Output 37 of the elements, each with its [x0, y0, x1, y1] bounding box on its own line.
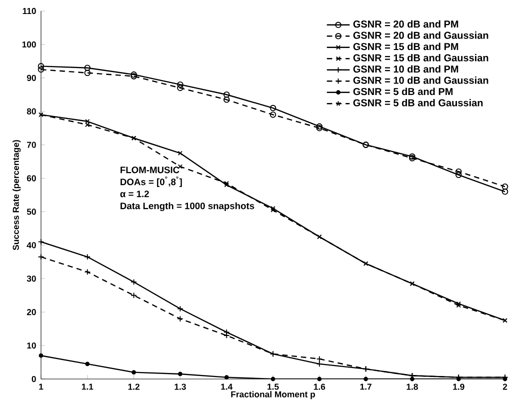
annotation: α = 1.2 — [120, 190, 149, 198]
y-tick-label: 90 — [26, 74, 36, 81]
legend-label: GSNR = 15 dB and Gaussian — [353, 54, 488, 62]
y-tick-label: 40 — [26, 242, 36, 248]
legend-label: GSNR = 5 dB and Gaussian — [353, 99, 483, 106]
x-tick-label: 1.6 — [314, 384, 326, 390]
x-tick-label: 1.3 — [174, 384, 186, 390]
y-tick-label: 0 — [32, 376, 36, 382]
annotation: DOAs = [0$^{°}$,8$^{°}$] — [120, 176, 182, 188]
x-tick-label: 2 — [502, 384, 508, 390]
legend-label: GSNR = 10 dB and PM — [353, 65, 458, 73]
y-tick-label: 10 — [27, 342, 36, 349]
x-tick-label: 1.9 — [453, 384, 464, 390]
x-tick-label: 1.8 — [406, 384, 418, 390]
x-tick-label: 1.2 — [128, 384, 140, 390]
x-tick-label: 1.5 — [268, 384, 279, 390]
x-axis-title: Fractional Moment p — [231, 391, 316, 400]
y-tick-label: 80 — [26, 108, 36, 114]
annotation: Data Length = 1000 snapshots — [120, 202, 254, 212]
y-tick-label: 70 — [27, 142, 36, 148]
y-tick-label: 20 — [26, 309, 36, 316]
legend-label: GSNR = 15 dB and PM — [353, 42, 458, 50]
y-tick-label: 110 — [22, 8, 36, 14]
x-tick-label: 1.7 — [360, 384, 372, 390]
annotation: FLOM-MUSIC — [120, 166, 180, 174]
y-tick-label: 50 — [26, 208, 36, 215]
legend-label: GSNR = 20 dB and Gaussian — [353, 32, 488, 39]
legend-label: GSNR = 10 dB and Gaussian — [353, 76, 488, 84]
x-tick-label: 1.4 — [221, 384, 233, 390]
legend-label: GSNR = 5 dB and PM — [353, 88, 453, 96]
x-tick-label: 1.1 — [82, 384, 94, 390]
y-tick-label: 30 — [26, 276, 36, 282]
legend-label: GSNR = 20 dB and PM — [353, 20, 458, 28]
x-tick-label: 1 — [39, 384, 44, 390]
y-tick-label: 60 — [26, 175, 36, 182]
y-tick-label: 100 — [22, 41, 36, 48]
y-axis-title: Success Rate (percentage) — [12, 140, 21, 250]
